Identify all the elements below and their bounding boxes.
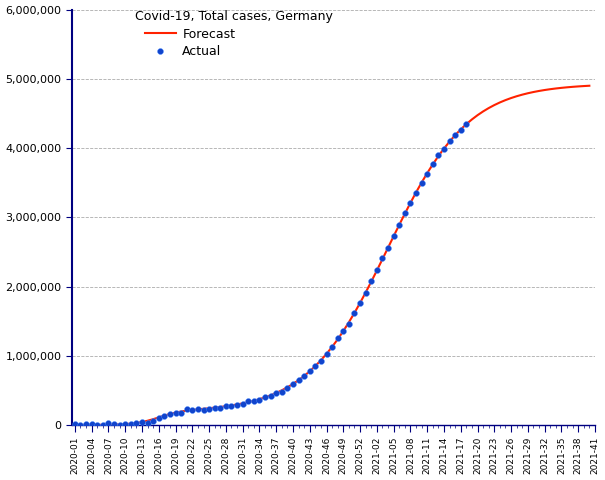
Actual: [148, 417, 158, 424]
Actual: [417, 180, 427, 187]
Actual: [316, 358, 325, 365]
Actual: [103, 420, 113, 427]
Actual: [400, 209, 410, 217]
Actual: [266, 393, 275, 400]
Actual: [350, 309, 359, 316]
Actual: [272, 389, 281, 396]
Actual: [137, 418, 147, 426]
Actual: [378, 254, 387, 262]
Forecast: [586, 83, 593, 89]
Forecast: [329, 344, 336, 350]
Actual: [70, 420, 80, 428]
Actual: [120, 420, 130, 428]
Actual: [411, 189, 421, 196]
Actual: [243, 397, 253, 405]
Actual: [171, 409, 180, 417]
Actual: [238, 400, 247, 408]
Forecast: [429, 161, 436, 167]
Actual: [367, 277, 376, 285]
Actual: [188, 406, 197, 414]
Actual: [193, 406, 203, 413]
Forecast: [177, 408, 185, 414]
Actual: [389, 233, 399, 240]
Forecast: [71, 422, 79, 428]
Actual: [182, 406, 192, 413]
Actual: [305, 368, 315, 375]
Actual: [93, 421, 102, 429]
Actual: [255, 396, 264, 404]
Actual: [227, 402, 237, 410]
Actual: [394, 221, 404, 228]
Actual: [445, 137, 454, 144]
Actual: [344, 320, 354, 327]
Actual: [434, 151, 443, 159]
Actual: [456, 126, 466, 134]
Actual: [260, 393, 270, 400]
Actual: [338, 327, 348, 335]
Actual: [310, 362, 320, 370]
Forecast: [480, 108, 487, 114]
Forecast: [155, 415, 162, 420]
Actual: [221, 402, 231, 410]
Actual: [81, 420, 91, 428]
Actual: [210, 404, 220, 411]
Actual: [355, 300, 365, 307]
Actual: [160, 412, 169, 420]
Actual: [294, 376, 304, 384]
Actual: [333, 335, 342, 342]
Actual: [361, 289, 370, 297]
Actual: [283, 384, 292, 392]
Actual: [87, 420, 97, 428]
Actual: [109, 420, 119, 428]
Actual: [322, 350, 332, 358]
Actual: [450, 131, 460, 139]
Actual: [288, 380, 298, 388]
Actual: [299, 372, 309, 380]
Actual: [439, 145, 449, 153]
Actual: [126, 420, 136, 428]
Actual: [249, 397, 259, 405]
Actual: [215, 404, 225, 412]
Actual: [143, 419, 152, 426]
Actual: [372, 266, 382, 274]
Actual: [76, 421, 85, 429]
Actual: [405, 200, 415, 207]
Actual: [98, 421, 108, 429]
Actual: [131, 419, 141, 427]
Actual: [154, 414, 163, 421]
Actual: [462, 120, 471, 128]
Actual: [165, 410, 175, 418]
Actual: [383, 244, 393, 252]
Forecast: [139, 419, 146, 425]
Actual: [232, 401, 242, 408]
Legend: Forecast, Actual: Forecast, Actual: [141, 24, 239, 61]
Line: Forecast: Forecast: [75, 86, 589, 425]
Actual: [176, 409, 186, 417]
Actual: [327, 343, 337, 351]
Actual: [115, 421, 125, 429]
Actual: [428, 160, 437, 168]
Actual: [204, 405, 214, 412]
Actual: [198, 406, 208, 414]
Actual: [277, 388, 287, 396]
Text: Covid-19, Total cases, Germany: Covid-19, Total cases, Germany: [135, 10, 333, 23]
Actual: [422, 170, 432, 178]
